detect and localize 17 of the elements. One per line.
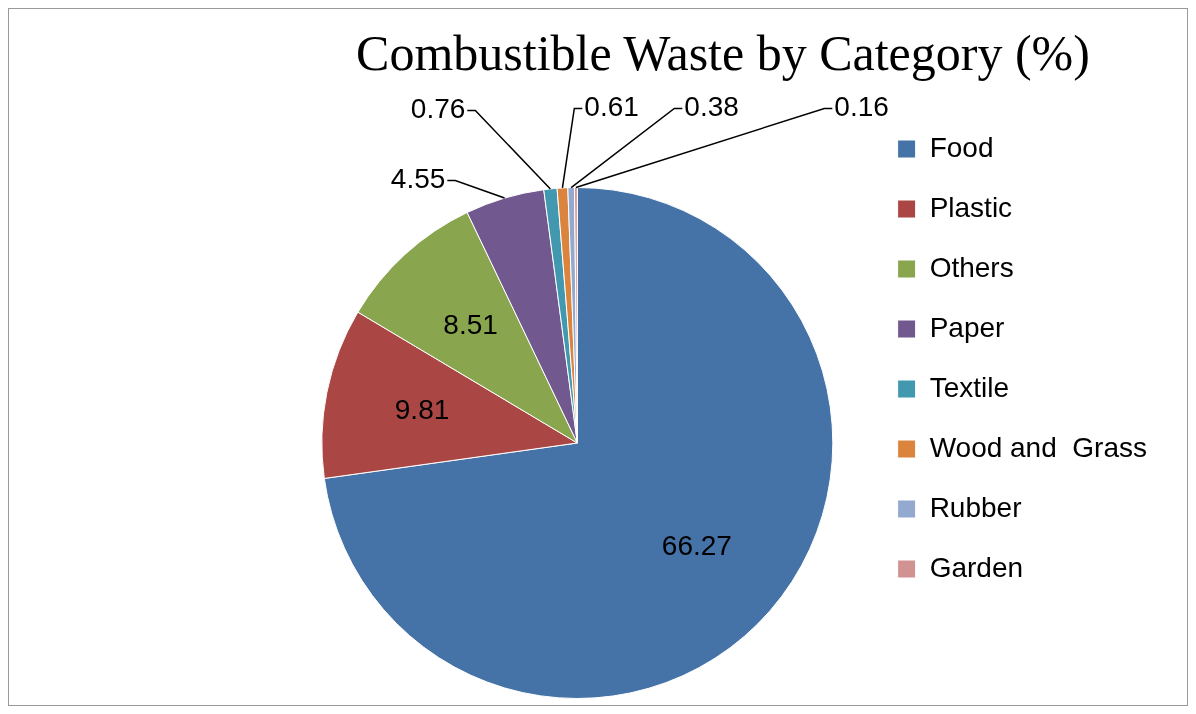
data-label: 4.55 [390,163,446,195]
data-label: 0.61 [584,91,639,123]
legend-label: Plastic [929,191,1013,223]
data-label: 0.38 [684,91,739,123]
legend-label: Food [929,131,994,163]
legend-label: Rubber [929,491,1022,523]
data-label: 9.81 [394,394,450,426]
legend-label: Textile [929,371,1010,403]
data-label: 66.27 [661,529,732,561]
data-label: 0.16 [834,91,889,123]
legend-label: Wood and Grass [929,431,1148,463]
legend-label: Others [929,251,1014,283]
data-label: 0.76 [410,93,466,125]
legend-label: Garden [929,551,1024,583]
legend-label: Paper [929,311,1005,343]
data-label: 8.51 [443,308,498,340]
chart-title: Combustible Waste by Category (%) [356,25,1090,82]
